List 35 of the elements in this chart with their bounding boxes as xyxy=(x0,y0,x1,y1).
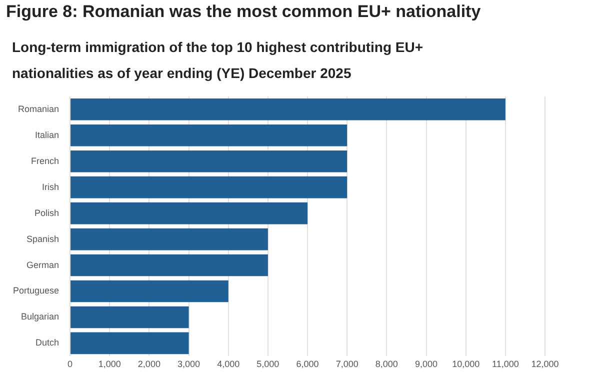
bar xyxy=(70,124,348,146)
bar xyxy=(70,254,268,276)
y-tick-label: German xyxy=(26,260,60,270)
x-tick-label: 4,000 xyxy=(217,359,240,370)
x-tick-label: 7,000 xyxy=(336,359,358,370)
x-tick-label: 9,000 xyxy=(414,359,438,370)
bar xyxy=(70,98,506,120)
chart-subtitle: Long-term immigration of the top 10 highest contributing EU+ nationalities as of year ending (YE) December 2025 xyxy=(12,38,424,83)
y-tick-label: Polish xyxy=(34,208,60,218)
bar xyxy=(70,202,308,224)
x-tick-label: 3,000 xyxy=(178,359,200,370)
x-tick-label: 0 xyxy=(68,359,73,370)
bar xyxy=(70,176,348,198)
x-tick-label: 8,000 xyxy=(375,359,398,370)
y-tick-label: Bulgarian xyxy=(21,312,60,322)
y-tick-label: Romanian xyxy=(18,104,60,114)
y-tick-label: French xyxy=(31,156,60,166)
chart-title: Figure 8: Romanian was the most common EU+ nationality xyxy=(6,2,481,22)
x-tick-label: 10,000 xyxy=(452,359,480,370)
x-tick-label: 5,000 xyxy=(256,359,280,370)
x-tick-label: 11,000 xyxy=(492,359,519,370)
bar xyxy=(70,280,228,302)
bar xyxy=(70,332,189,354)
y-tick-label: Spanish xyxy=(26,234,60,244)
y-tick-label: Portuguese xyxy=(12,286,60,296)
y-tick-label: Dutch xyxy=(36,338,60,348)
y-tick-label: Irish xyxy=(42,182,60,192)
y-tick-label: Italian xyxy=(35,130,60,140)
bar xyxy=(70,306,189,328)
x-tick-label: 12,000 xyxy=(531,359,559,370)
x-tick-label: 6,000 xyxy=(296,359,319,370)
bar xyxy=(70,150,348,172)
x-tick-label: 1,000 xyxy=(98,359,121,370)
x-tick-label: 2,000 xyxy=(138,359,160,370)
bar xyxy=(70,228,268,250)
